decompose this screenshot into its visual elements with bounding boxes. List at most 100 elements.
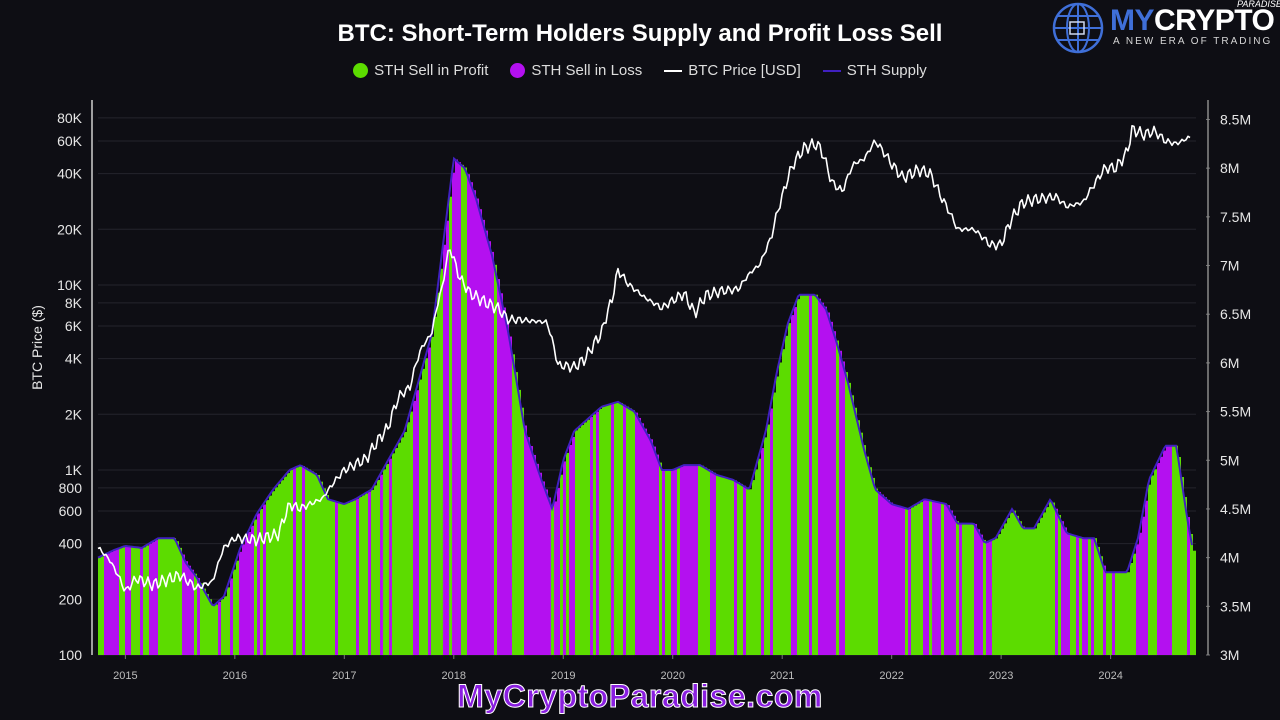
- bar-profit: [1025, 528, 1028, 655]
- bar-profit: [812, 294, 815, 655]
- y2tick-label-2: 7.5M: [1220, 209, 1251, 225]
- bar-profit: [578, 427, 581, 655]
- bar-profit: [599, 408, 602, 655]
- bar-profit: [800, 294, 803, 655]
- bar-profit: [1190, 534, 1193, 655]
- bar-loss: [959, 523, 962, 655]
- bar-profit: [1154, 469, 1157, 655]
- bar-profit: [260, 508, 263, 655]
- bar-profit: [707, 469, 710, 655]
- ytick-label-14: 100: [59, 647, 83, 663]
- bar-loss: [938, 502, 941, 655]
- bar-loss: [896, 505, 899, 655]
- bar-profit: [848, 382, 851, 655]
- bar-loss: [596, 411, 599, 655]
- bar-loss: [197, 577, 200, 655]
- bar-loss: [830, 321, 833, 655]
- bar-loss: [761, 448, 764, 655]
- bar-profit: [1070, 534, 1073, 655]
- bar-profit: [308, 469, 311, 655]
- bar-loss: [1091, 538, 1094, 655]
- bar-profit: [668, 470, 671, 655]
- bar-loss: [824, 306, 827, 655]
- logo-wordmark: MYCRYPTO: [1110, 4, 1275, 38]
- bar-profit: [179, 547, 182, 655]
- bar-profit: [551, 505, 554, 655]
- bar-loss: [890, 502, 893, 655]
- bar-profit: [221, 599, 224, 655]
- bar-loss: [1085, 538, 1088, 655]
- bar-profit: [725, 477, 728, 655]
- bar-loss: [734, 480, 737, 655]
- bar-loss: [428, 347, 431, 655]
- bar-loss: [155, 540, 158, 655]
- tick-labels: 80K 60K 40K 20K 10K 8K 6K 4K 2K 1K 800 600 400 200 100…: [29, 110, 1251, 682]
- bar-profit: [407, 422, 410, 655]
- bar-profit: [296, 467, 299, 655]
- legend-profit-dot: [353, 63, 369, 78]
- bar-loss: [530, 446, 533, 655]
- bar-loss: [569, 444, 572, 655]
- y2tick-label-10: 3.5M: [1220, 598, 1251, 614]
- legend-item-price[interactable]: BTC Price [USD]: [664, 62, 801, 79]
- bar-profit: [134, 546, 137, 655]
- bar-profit: [869, 467, 872, 655]
- bar-profit: [437, 292, 440, 655]
- ytick-label-1: 60K: [57, 133, 83, 149]
- bar-profit: [287, 473, 290, 655]
- xtick-label-1: 2016: [223, 670, 247, 682]
- bar-loss: [191, 569, 194, 655]
- bar-loss: [482, 219, 485, 655]
- bar-profit: [311, 471, 314, 655]
- legend-item-profit[interactable]: STH Sell in Profit: [353, 62, 488, 79]
- bar-loss: [1163, 450, 1166, 655]
- bar-loss: [692, 465, 695, 655]
- bar-loss: [536, 463, 539, 655]
- bar-profit: [521, 407, 524, 655]
- bar-profit: [401, 437, 404, 655]
- bar-profit: [341, 503, 344, 655]
- bar-loss: [485, 230, 488, 655]
- ytick-label-7: 4K: [65, 351, 83, 367]
- bar-profit: [275, 487, 278, 655]
- bar-profit: [698, 465, 701, 655]
- bar-loss: [842, 361, 845, 655]
- bar-profit: [1109, 572, 1112, 655]
- bar-profit: [266, 500, 269, 655]
- bar-profit: [1115, 572, 1118, 655]
- bar-loss: [656, 454, 659, 655]
- bar-profit: [1043, 512, 1046, 655]
- legend-item-loss[interactable]: STH Sell in Loss: [510, 62, 642, 79]
- bar-loss: [527, 437, 530, 655]
- bar-profit: [1049, 501, 1052, 655]
- bar-profit: [905, 508, 908, 655]
- bar-profit: [515, 372, 518, 655]
- bar-loss: [548, 497, 551, 655]
- bar-profit: [326, 495, 329, 655]
- bar-loss: [500, 293, 503, 655]
- bar-profit: [1052, 502, 1055, 655]
- legend-price-swatch: [664, 69, 683, 72]
- legend-item-supply[interactable]: STH Supply: [822, 62, 927, 79]
- bar-profit: [605, 405, 608, 655]
- bar-profit: [323, 488, 326, 655]
- xtick-label-5: 2020: [660, 670, 684, 682]
- bar-loss: [239, 551, 242, 655]
- bar-loss: [1055, 508, 1058, 655]
- bar-profit: [866, 456, 869, 655]
- xtick-label-2: 2017: [332, 670, 356, 682]
- bar-profit: [269, 495, 272, 655]
- bar-loss: [986, 542, 989, 655]
- bar-profit: [224, 596, 227, 655]
- y2tick-label-0: 8.5M: [1220, 111, 1251, 127]
- bar-loss: [923, 500, 926, 655]
- bar-loss: [218, 601, 221, 655]
- bar-profit: [1118, 572, 1121, 655]
- bar-loss: [1136, 544, 1139, 655]
- bar-profit: [1130, 563, 1133, 655]
- logo-tagline: A NEW ERA OF TRADING: [1113, 36, 1273, 47]
- bar-profit: [659, 462, 662, 655]
- bar-loss: [563, 461, 566, 655]
- bar-profit: [1034, 528, 1037, 655]
- bar-loss: [242, 544, 245, 655]
